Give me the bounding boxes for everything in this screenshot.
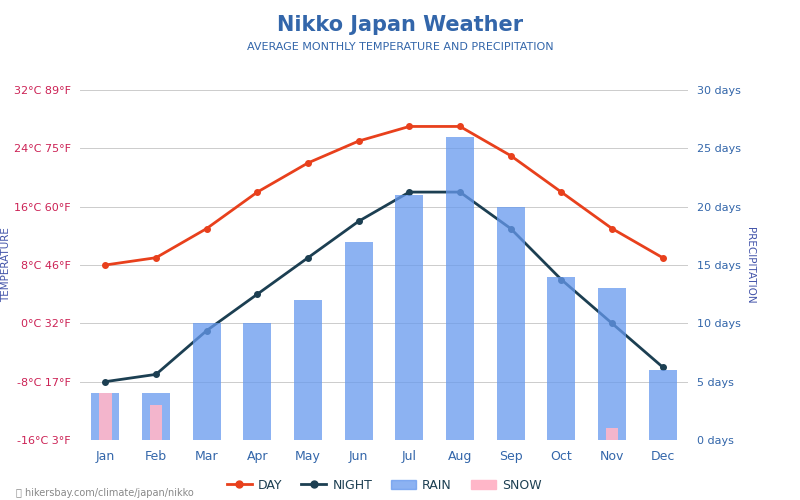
Bar [497,206,525,440]
Bar [606,428,618,440]
Y-axis label: TEMPERATURE: TEMPERATURE [1,228,11,302]
Bar [446,136,474,440]
Bar [547,276,575,440]
Bar [598,288,626,440]
Bar [142,394,170,440]
Bar [150,405,162,440]
Text: 📍 hikersbay.com/climate/japan/nikko: 📍 hikersbay.com/climate/japan/nikko [16,488,194,498]
Text: Nikko Japan Weather: Nikko Japan Weather [277,15,523,35]
Bar [395,195,423,440]
Legend: DAY, NIGHT, RAIN, SNOW: DAY, NIGHT, RAIN, SNOW [222,474,546,497]
Bar [345,242,373,440]
Bar [294,300,322,440]
Text: AVERAGE MONTHLY TEMPERATURE AND PRECIPITATION: AVERAGE MONTHLY TEMPERATURE AND PRECIPIT… [246,42,554,52]
Y-axis label: PRECIPITATION: PRECIPITATION [745,226,755,304]
Bar [243,324,271,440]
Bar [649,370,677,440]
Bar [91,394,119,440]
Bar [99,394,112,440]
Bar [193,324,221,440]
